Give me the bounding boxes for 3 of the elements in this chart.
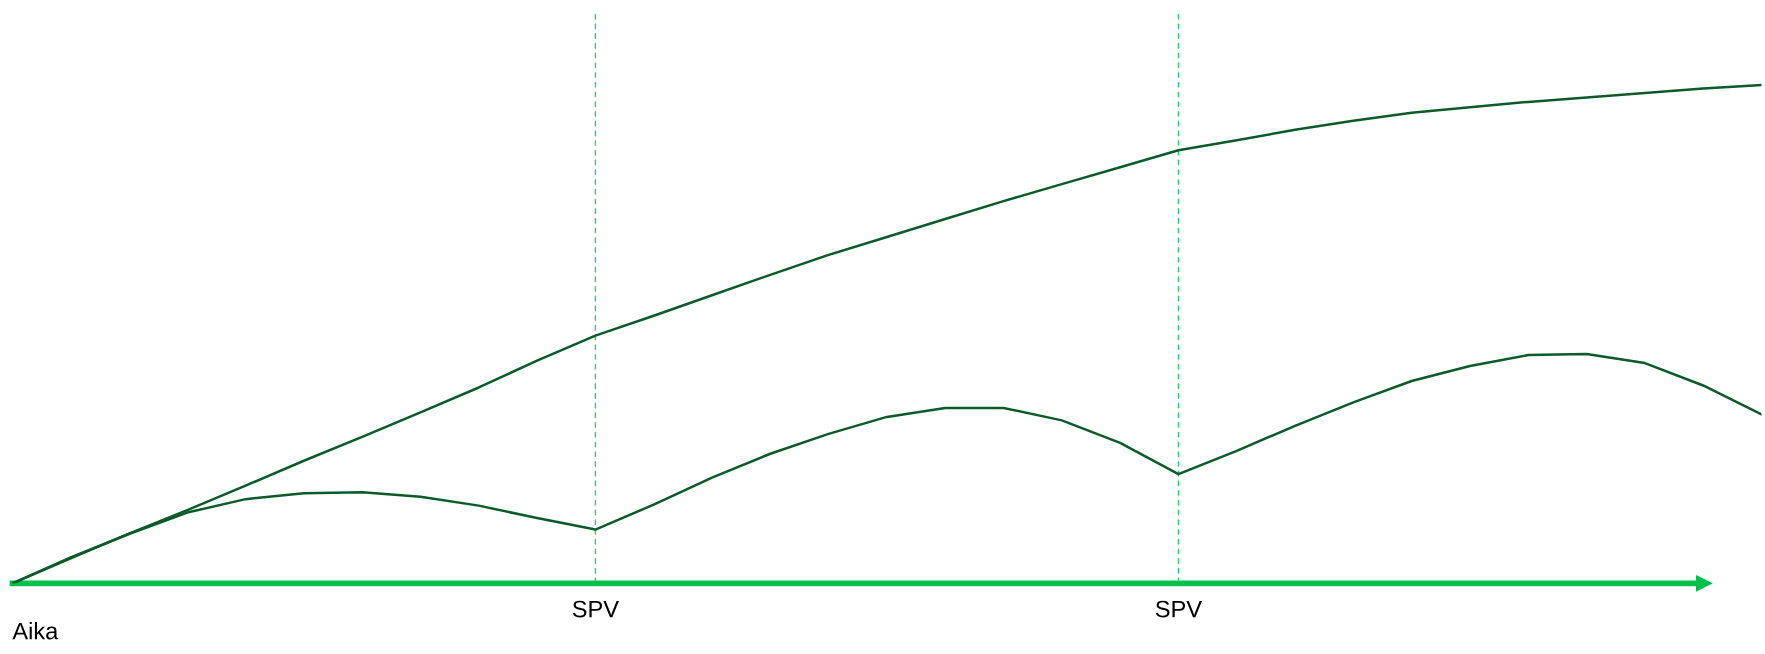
x-axis-title: Aika [12, 622, 59, 640]
x-tick-label: SPV [1155, 600, 1202, 618]
x-tick-label: SPV [572, 600, 619, 618]
